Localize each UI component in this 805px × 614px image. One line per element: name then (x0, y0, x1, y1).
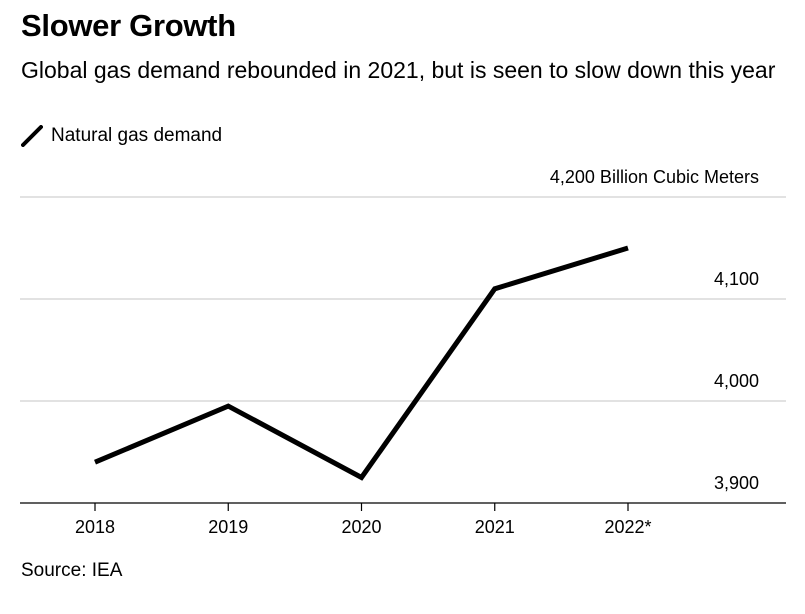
x-tick-label: 2021 (475, 517, 515, 537)
x-tick-label: 2020 (341, 517, 381, 537)
chart-subtitle: Global gas demand rebounded in 2021, but… (21, 57, 776, 83)
x-tick-label: 2019 (208, 517, 248, 537)
x-tick-label: 2022* (604, 517, 651, 537)
legend-line-icon (21, 125, 43, 147)
y-tick-label: 4,100 (714, 269, 759, 289)
legend: Natural gas demand (21, 125, 222, 147)
y-tick-label: 4,000 (714, 371, 759, 391)
legend-label: Natural gas demand (51, 125, 223, 146)
chart-title: Slower Growth (21, 8, 236, 43)
source-note: Source: IEA (21, 560, 123, 581)
series-line-natural-gas-demand (94, 245, 629, 481)
y-tick-label: 3,900 (714, 473, 759, 493)
y-tick-label: 4,200 Billion Cubic Meters (550, 167, 759, 187)
x-tick-label: 2018 (75, 517, 115, 537)
